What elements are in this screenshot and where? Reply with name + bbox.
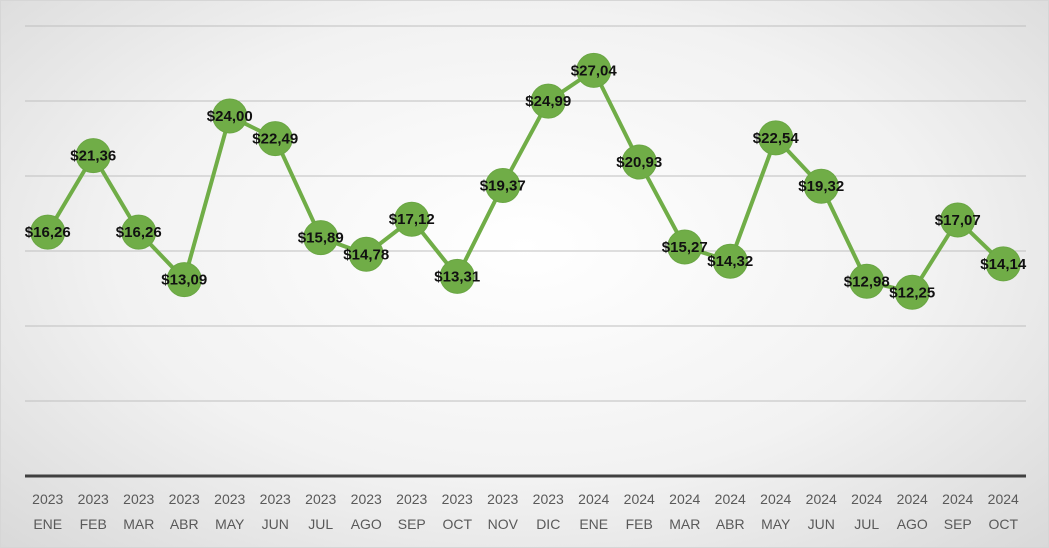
- data-label: $14,14: [980, 256, 1027, 273]
- data-point: [940, 202, 976, 238]
- x-tick-year: 2024: [578, 491, 609, 507]
- data-point: [621, 144, 657, 180]
- data-label: $24,00: [207, 108, 253, 125]
- data-label: $12,25: [889, 284, 935, 301]
- x-tick-year: 2023: [487, 491, 518, 507]
- series-line: [46, 68, 1005, 295]
- x-tick-year: 2024: [715, 491, 746, 507]
- data-label: $15,27: [662, 239, 708, 256]
- x-tick-year: 2023: [214, 491, 245, 507]
- x-tick-year: 2023: [396, 491, 427, 507]
- x-tick-month: SEP: [944, 516, 972, 532]
- data-point: [212, 98, 248, 134]
- x-tick-year: 2024: [760, 491, 791, 507]
- data-point: [166, 262, 202, 298]
- x-tick-month: ENE: [33, 516, 62, 532]
- x-tick-month: DIC: [536, 516, 560, 532]
- x-tick-month: MAY: [761, 516, 791, 532]
- x-tick-year: 2024: [669, 491, 700, 507]
- x-tick-month: OCT: [988, 516, 1018, 532]
- x-tick-year: 2024: [988, 491, 1019, 507]
- data-label: $27,04: [571, 62, 618, 79]
- x-tick-year: 2023: [533, 491, 564, 507]
- x-tick-month: SEP: [398, 516, 426, 532]
- data-point: [257, 121, 293, 157]
- x-tick-year: 2024: [806, 491, 837, 507]
- x-tick-month: NOV: [488, 516, 519, 532]
- data-point: [667, 229, 703, 265]
- data-point: [803, 168, 839, 204]
- x-tick-year: 2023: [32, 491, 63, 507]
- x-tick-month: ENE: [579, 516, 608, 532]
- data-label: $15,89: [298, 230, 344, 247]
- data-point: [30, 214, 66, 250]
- data-label: $22,49: [252, 131, 298, 148]
- data-point: [849, 263, 885, 299]
- data-point: [121, 214, 157, 250]
- x-tick-year: 2023: [351, 491, 382, 507]
- x-tick-month: MAY: [215, 516, 245, 532]
- x-tick-month: FEB: [80, 516, 107, 532]
- data-label: $16,26: [25, 224, 71, 241]
- x-tick-year: 2023: [442, 491, 473, 507]
- x-tick-month: JUL: [308, 516, 333, 532]
- gridlines: [25, 25, 1026, 402]
- x-tick-month: JUN: [262, 516, 289, 532]
- x-tick-year: 2023: [169, 491, 200, 507]
- data-label: $14,78: [343, 246, 389, 263]
- data-point: [758, 120, 794, 156]
- x-tick-month: JUL: [854, 516, 879, 532]
- x-tick-month: AGO: [897, 516, 928, 532]
- x-tick-month: MAR: [669, 516, 700, 532]
- data-label: $24,99: [525, 93, 571, 110]
- x-tick-year: 2023: [305, 491, 336, 507]
- x-tick-year: 2024: [897, 491, 928, 507]
- data-label: $16,26: [116, 224, 162, 241]
- data-label: $17,12: [389, 211, 435, 228]
- data-label: $13,31: [434, 268, 480, 285]
- x-tick-month: AGO: [351, 516, 382, 532]
- x-tick-month: FEB: [626, 516, 653, 532]
- data-label: $13,09: [161, 272, 207, 289]
- data-label: $19,37: [480, 177, 526, 194]
- data-point: [348, 236, 384, 272]
- x-tick-labels: 2023 ENE 2023 FEB 2023 MAR 2023 ABR 2023 MAY 2023 J…: [32, 491, 1019, 532]
- data-label: $12,98: [844, 273, 890, 290]
- data-point: [485, 167, 521, 203]
- data-point: [576, 52, 612, 88]
- x-tick-month: OCT: [442, 516, 472, 532]
- data-point: [439, 258, 475, 294]
- data-label: $21,36: [70, 148, 116, 165]
- data-point: [712, 243, 748, 279]
- x-tick-year: 2024: [942, 491, 973, 507]
- x-tick-year: 2023: [260, 491, 291, 507]
- data-point: [985, 246, 1021, 282]
- data-point: [75, 138, 111, 174]
- x-tick-month: ABR: [716, 516, 745, 532]
- data-labels: $16,26 $21,36 $16,26 $13,09 $24,00 $22,49 $15,…: [25, 62, 1027, 301]
- x-tick-month: JUN: [808, 516, 835, 532]
- data-label: $22,54: [753, 130, 800, 147]
- data-point: [303, 220, 339, 256]
- data-label: $17,07: [935, 212, 981, 229]
- data-point: [530, 83, 566, 119]
- series: [30, 52, 1021, 310]
- x-tick-month: ABR: [170, 516, 199, 532]
- x-tick-year: 2023: [78, 491, 109, 507]
- x-tick-month: MAR: [123, 516, 154, 532]
- data-label: $14,32: [707, 253, 753, 270]
- data-point: [394, 201, 430, 237]
- data-point: [894, 274, 930, 310]
- data-label: $19,32: [798, 178, 844, 195]
- data-label: $20,93: [616, 154, 662, 171]
- x-tick-year: 2024: [851, 491, 882, 507]
- x-tick-year: 2024: [624, 491, 655, 507]
- x-tick-year: 2023: [123, 491, 154, 507]
